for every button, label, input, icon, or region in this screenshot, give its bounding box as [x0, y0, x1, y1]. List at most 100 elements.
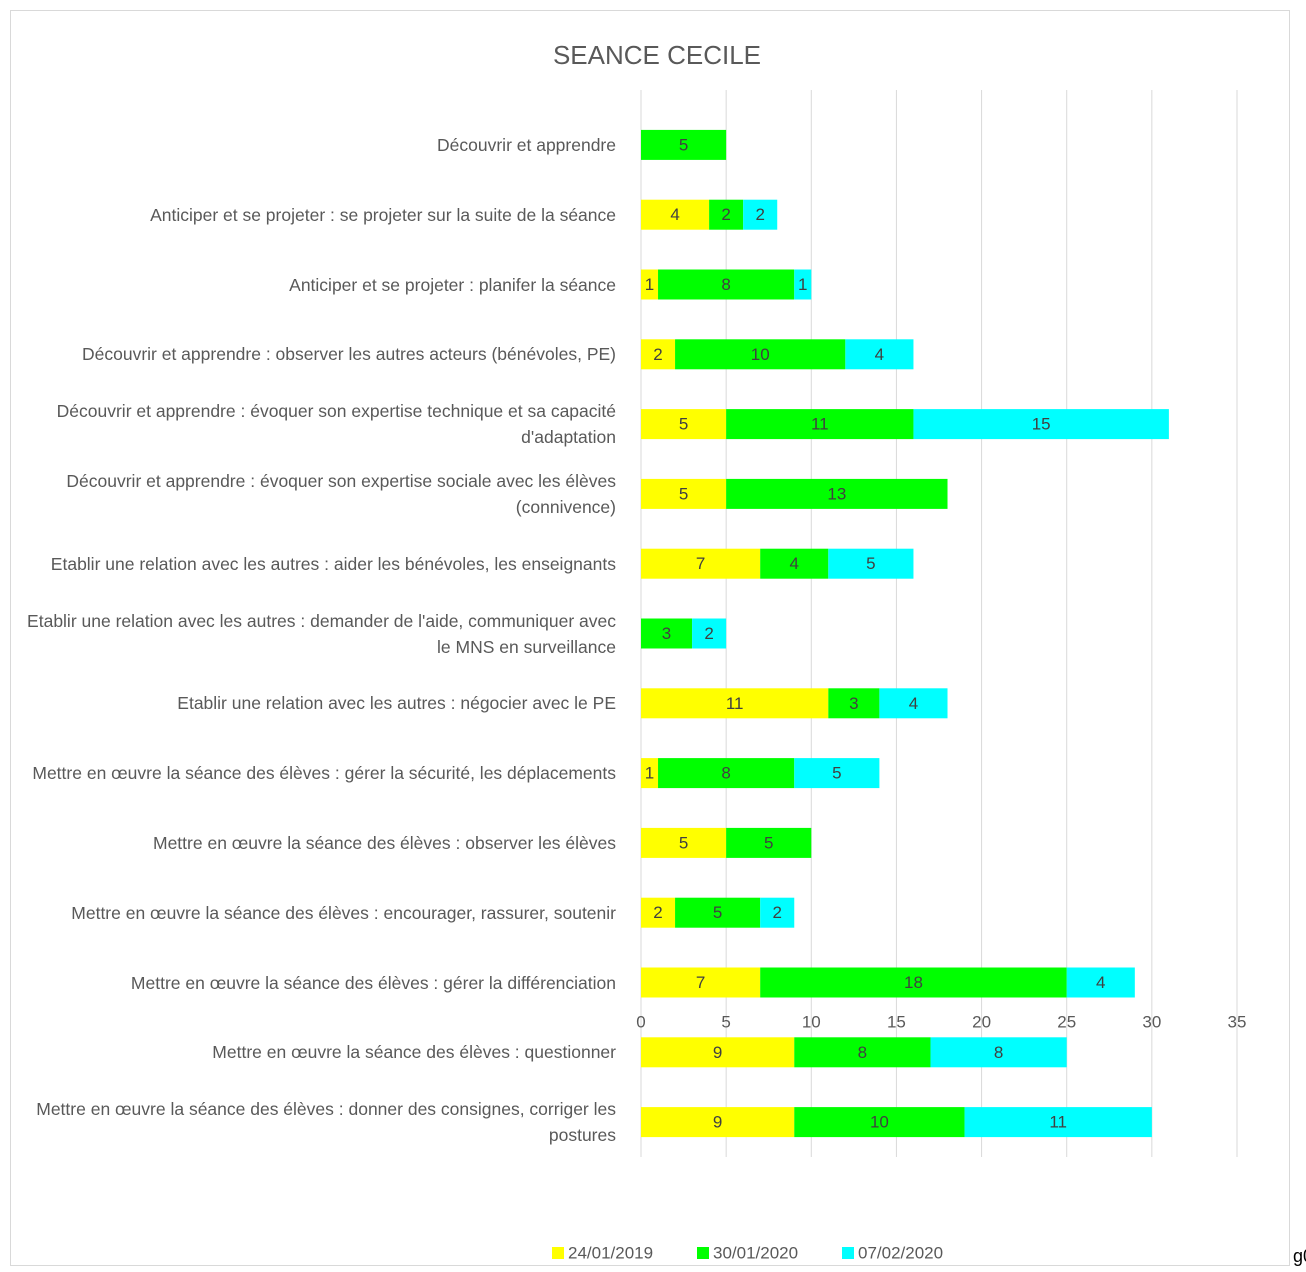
- bar-segment: [794, 758, 880, 789]
- bar-segment: [641, 897, 676, 928]
- bar-segment: [641, 129, 727, 160]
- bar-segment: [641, 409, 727, 440]
- bar-segment: [726, 827, 812, 858]
- data-label: 1: [645, 764, 654, 783]
- data-label: 11: [1049, 1113, 1067, 1132]
- data-label: 10: [751, 345, 770, 364]
- data-label: 3: [662, 624, 671, 643]
- bar-segment: [794, 1107, 965, 1138]
- data-label: 5: [679, 135, 688, 154]
- data-label: 2: [721, 205, 730, 224]
- y-tick-label: Etablir une relation avec les autres : n…: [177, 693, 616, 714]
- data-label: 7: [696, 554, 705, 573]
- x-tick-label: 20: [972, 1012, 991, 1031]
- bar-segment: [641, 478, 727, 509]
- x-tick-label: 30: [1142, 1012, 1161, 1031]
- data-label: 8: [721, 764, 730, 783]
- data-label: 5: [866, 554, 875, 573]
- bar-segment: [726, 478, 948, 509]
- y-tick-label: Découvrir et apprendre : observer les au…: [81, 344, 616, 365]
- bar-segment: [760, 897, 795, 928]
- data-label: 5: [679, 833, 688, 852]
- y-tick-label: Mettre en œuvre la séance des élèves : o…: [153, 832, 616, 853]
- x-tick-label: 15: [887, 1012, 906, 1031]
- data-label: 13: [827, 484, 846, 503]
- y-tick-label: Mettre en œuvre la séance des élèves : g…: [130, 972, 616, 993]
- bar-segment: [641, 967, 761, 998]
- y-tick-label: Mettre en œuvre la séance des élèves : g…: [32, 763, 616, 784]
- data-label: 11: [811, 415, 829, 434]
- data-label: 4: [1096, 973, 1105, 992]
- bar-segment: [641, 1037, 795, 1068]
- y-tick-label: Découvrir et apprendre: [437, 134, 616, 155]
- data-label: 2: [653, 903, 662, 922]
- legend-swatch: [552, 1247, 564, 1259]
- bar-segment: [743, 199, 778, 230]
- data-label: 1: [798, 275, 807, 294]
- bar-segment: [641, 758, 659, 789]
- data-label: 9: [713, 1043, 722, 1062]
- data-label: 5: [679, 484, 688, 503]
- x-tick-label: 10: [802, 1012, 821, 1031]
- data-label: 5: [832, 764, 841, 783]
- data-label: 2: [704, 624, 713, 643]
- bar-segment: [675, 897, 761, 928]
- x-tick-label: 5: [721, 1012, 730, 1031]
- x-tick-label: 35: [1228, 1012, 1247, 1031]
- y-tick-label: Mettre en œuvre la séance des élèves : q…: [212, 1042, 616, 1063]
- y-tick-label: Découvrir et apprendre : évoquer son exp…: [56, 401, 616, 448]
- bar-segment: [641, 688, 829, 719]
- y-tick-label: Etablir une relation avec les autres : a…: [50, 553, 616, 574]
- bar-segment: [879, 688, 948, 719]
- data-label: 2: [755, 205, 764, 224]
- x-tick-label: 0: [636, 1012, 645, 1031]
- y-tick-label: Anticiper et se projeter : planifer la s…: [289, 274, 616, 295]
- data-label: 5: [679, 415, 688, 434]
- legend-label: 24/01/2019: [568, 1243, 653, 1262]
- data-label: 7: [696, 973, 705, 992]
- bar-segment: [964, 1107, 1152, 1138]
- bar-segment: [641, 548, 761, 579]
- legend-label: 30/01/2020: [713, 1243, 798, 1262]
- bar-segment: [726, 409, 914, 440]
- data-label: 10: [870, 1113, 889, 1132]
- x-tick-label: 25: [1057, 1012, 1076, 1031]
- data-label: 4: [790, 554, 799, 573]
- bar-segment: [760, 548, 829, 579]
- data-label: 1: [645, 275, 654, 294]
- data-label: 18: [904, 973, 923, 992]
- y-tick-label: Anticiper et se projeter : se projeter s…: [150, 204, 616, 225]
- bar-segment: [658, 269, 795, 300]
- bar-segment: [1066, 967, 1135, 998]
- bar-segment: [794, 269, 812, 300]
- bar-segment: [709, 199, 744, 230]
- data-label: 15: [1032, 415, 1051, 434]
- data-label: 11: [726, 694, 744, 713]
- data-label: 8: [858, 1043, 867, 1062]
- legend-swatch: [842, 1247, 854, 1259]
- bar-segment: [794, 1037, 931, 1068]
- bar-segment: [641, 269, 659, 300]
- y-tick-label: Découvrir et apprendre : évoquer son exp…: [66, 470, 616, 517]
- chart-title: SEANCE CECILE: [553, 40, 761, 70]
- bar-segment: [692, 618, 727, 649]
- annotation: g0: [1293, 1246, 1306, 1266]
- data-label: 4: [909, 694, 918, 713]
- data-label: 4: [875, 345, 884, 364]
- bar-segment: [845, 339, 914, 370]
- bar-segment: [828, 688, 880, 719]
- data-label: 9: [713, 1113, 722, 1132]
- bar-segment: [641, 199, 710, 230]
- data-label: 5: [713, 903, 722, 922]
- data-label: 2: [772, 903, 781, 922]
- data-label: 3: [849, 694, 858, 713]
- y-tick-label: Etablir une relation avec les autres : d…: [27, 610, 616, 657]
- bar-segment: [760, 967, 1067, 998]
- y-tick-label: Mettre en œuvre la séance des élèves : e…: [71, 902, 616, 923]
- data-label: 8: [721, 275, 730, 294]
- bar-segment: [913, 409, 1169, 440]
- data-label: 4: [670, 205, 679, 224]
- legend-swatch: [697, 1247, 709, 1259]
